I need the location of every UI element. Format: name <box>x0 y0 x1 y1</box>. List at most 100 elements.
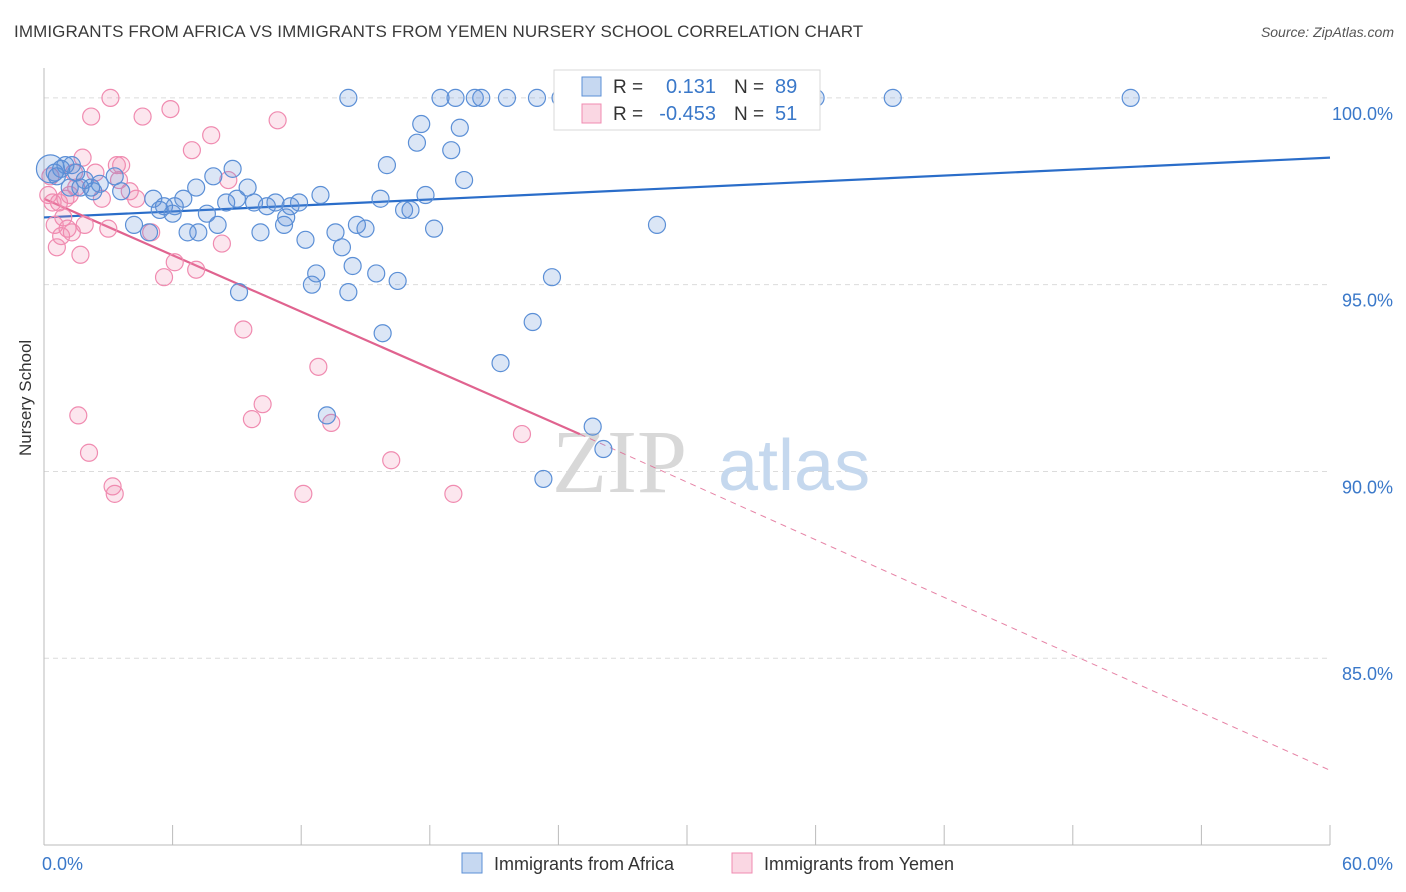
africa-point <box>178 223 197 242</box>
africa-point <box>47 167 66 186</box>
africa-point <box>594 439 613 459</box>
africa-r-label: R = <box>613 77 643 98</box>
africa-point <box>527 88 547 107</box>
africa-point <box>401 200 420 220</box>
africa-point <box>339 283 358 302</box>
source-label: Source: ZipAtlas.com <box>1260 24 1394 40</box>
africa-point <box>367 264 386 283</box>
africa-point <box>542 268 562 287</box>
africa-point <box>217 193 236 212</box>
africa-point <box>187 178 206 197</box>
africa-r-value: 0.131 <box>666 76 716 98</box>
yemen-point <box>73 148 92 167</box>
yemen-point <box>268 111 287 130</box>
africa-point <box>223 159 242 178</box>
bottom-legend: Immigrants from Africa Immigrants from Ye… <box>461 852 954 874</box>
africa-n-label: N = <box>734 77 764 98</box>
africa-point <box>266 193 285 212</box>
yemen-trend-line <box>43 197 581 436</box>
africa-point <box>407 133 427 152</box>
africa-point <box>416 185 435 205</box>
yemen-point <box>75 215 94 234</box>
yemen-point <box>212 234 231 253</box>
africa-point <box>208 215 227 234</box>
africa-point <box>356 219 375 238</box>
axes: 0.0% 60.0% <box>42 68 1393 874</box>
yemen-point <box>309 357 328 376</box>
y-tick-label: 95.0% <box>1342 291 1393 311</box>
africa-point <box>60 178 79 197</box>
yemen-trend-extension <box>579 433 1331 771</box>
yemen-point <box>103 477 122 496</box>
africa-point <box>332 238 352 257</box>
yemen-point <box>512 424 532 444</box>
africa-point <box>163 204 182 223</box>
africa-point <box>431 88 450 107</box>
africa-point <box>90 174 109 193</box>
africa-point <box>412 114 431 134</box>
africa-bottom-legend-swatch <box>461 852 483 874</box>
yemen-point <box>127 189 146 208</box>
africa-point <box>523 312 542 332</box>
yemen-point <box>112 156 131 175</box>
yemen-point <box>71 245 90 264</box>
yemen-r-label: R = <box>613 104 643 125</box>
yemen-point <box>105 484 124 503</box>
y-tick-label: 85.0% <box>1342 664 1393 684</box>
yemen-point <box>219 170 238 190</box>
trend-lines <box>43 156 1331 771</box>
africa-point <box>238 178 257 197</box>
africa-point <box>307 264 326 283</box>
africa-point <box>277 208 296 227</box>
africa-point <box>296 230 315 249</box>
africa-point <box>883 88 902 107</box>
africa-point <box>465 88 484 107</box>
africa-point <box>251 223 270 242</box>
africa-point <box>274 215 294 234</box>
yemen-point <box>253 395 272 414</box>
africa-point <box>442 141 461 160</box>
africa-point <box>450 118 469 137</box>
africa-legend-swatch <box>581 76 602 97</box>
africa-point <box>647 215 667 234</box>
africa-point <box>317 406 337 425</box>
yemen-point <box>101 88 120 107</box>
africa-point <box>124 215 144 234</box>
africa-point <box>229 283 249 302</box>
africa-point <box>394 200 414 220</box>
yemen-point <box>382 451 401 470</box>
africa-point <box>112 182 131 201</box>
y-tick-label: 90.0% <box>1342 477 1393 497</box>
x-tick-label-min: 0.0% <box>42 854 83 874</box>
africa-point <box>373 324 392 343</box>
africa-point <box>326 223 345 242</box>
yemen-r-value: -0.453 <box>659 103 716 125</box>
chart-title: IMMIGRANTS FROM AFRICA VS IMMIGRANTS FRO… <box>14 22 864 41</box>
africa-bottom-legend-label: Immigrants from Africa <box>494 854 675 874</box>
yemen-legend-swatch <box>581 103 602 124</box>
yemen-point <box>99 219 118 238</box>
africa-point <box>371 189 390 208</box>
yemen-point <box>47 238 66 257</box>
africa-point <box>204 167 223 186</box>
yemen-point <box>60 185 79 205</box>
africa-point <box>343 256 362 276</box>
africa-point <box>227 189 246 208</box>
africa-point <box>302 275 322 294</box>
africa-point <box>197 204 216 223</box>
africa-point <box>311 185 330 205</box>
yemen-point <box>182 141 201 160</box>
yemen-point <box>82 107 101 126</box>
africa-point <box>534 469 553 489</box>
africa-point <box>339 88 358 107</box>
yemen-point <box>234 320 253 339</box>
yemen-point <box>79 443 99 462</box>
africa-point <box>84 182 103 201</box>
africa-point <box>446 88 465 107</box>
africa-point <box>388 271 407 291</box>
africa-point <box>105 167 124 186</box>
africa-point <box>139 223 159 242</box>
yemen-point <box>54 208 73 227</box>
africa-n-value: 89 <box>775 76 797 98</box>
